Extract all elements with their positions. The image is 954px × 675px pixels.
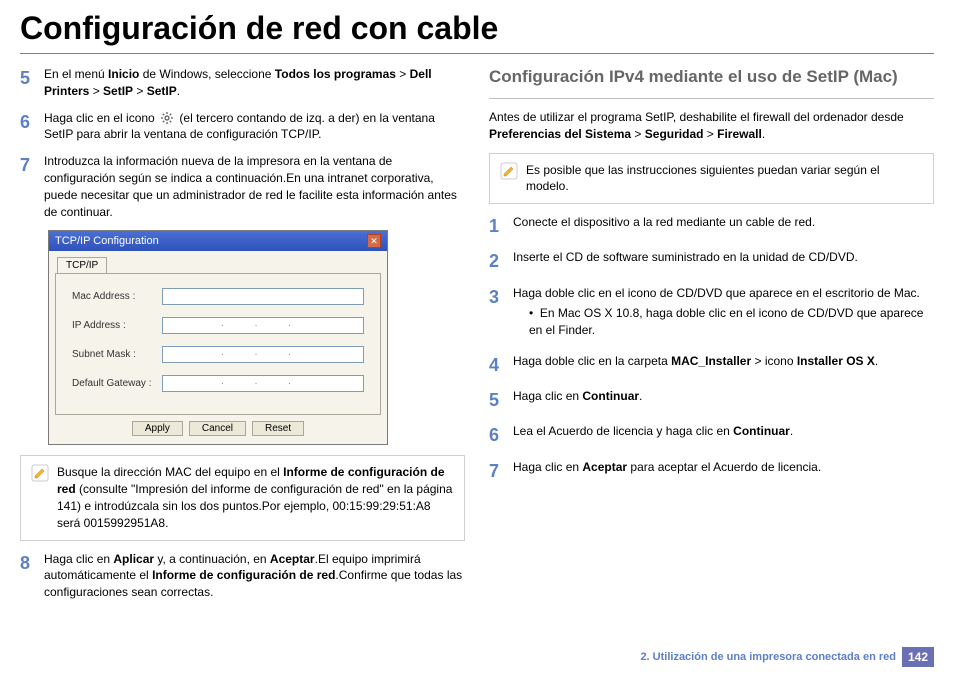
- step-number: 2: [489, 249, 513, 274]
- step-text: Lea el Acuerdo de licencia y haga clic e…: [513, 423, 934, 444]
- step-3: 3Haga doble clic en el icono de CD/DVD q…: [489, 285, 934, 343]
- field-row: Default Gateway :. . .: [72, 375, 364, 392]
- page-title: Configuración de red con cable: [20, 10, 934, 47]
- step-8: 8 Haga clic en Aplicar y, a continuación…: [20, 551, 465, 601]
- note-text: Es posible que las instrucciones siguien…: [526, 162, 923, 196]
- left-column: 5En el menú Inicio de Windows, seleccion…: [20, 66, 465, 611]
- step-7: 7Haga clic en Aceptar para aceptar el Ac…: [489, 459, 934, 484]
- pencil-note-icon: [500, 162, 518, 185]
- section-rule: [489, 98, 934, 99]
- step-text: En el menú Inicio de Windows, seleccione…: [44, 66, 465, 100]
- step-2: 2Inserte el CD de software suministrado …: [489, 249, 934, 274]
- field-input[interactable]: . . .: [162, 375, 364, 392]
- step-5: 5Haga clic en Continuar.: [489, 388, 934, 413]
- step-text: Haga doble clic en la carpeta MAC_Instal…: [513, 353, 934, 374]
- step-number: 1: [489, 214, 513, 239]
- field-row: IP Address :. . .: [72, 317, 364, 334]
- dialog-title-text: TCP/IP Configuration: [55, 235, 159, 247]
- note-model-vary: Es posible que las instrucciones siguien…: [489, 153, 934, 205]
- step-number: 7: [489, 459, 513, 484]
- step-number: 5: [20, 66, 44, 91]
- step-text: Haga clic en Aceptar para aceptar el Acu…: [513, 459, 934, 480]
- step-1: 1Conecte el dispositivo a la red mediant…: [489, 214, 934, 239]
- cancel-button[interactable]: Cancel: [189, 421, 246, 436]
- page-footer: 2. Utilización de una impresora conectad…: [640, 647, 934, 667]
- step-number: 6: [20, 110, 44, 135]
- dialog-titlebar: TCP/IP Configuration ✕: [49, 231, 387, 251]
- field-row: Subnet Mask :. . .: [72, 346, 364, 363]
- step-number: 5: [489, 388, 513, 413]
- section-title: Configuración IPv4 mediante el uso de Se…: [489, 66, 934, 88]
- apply-button[interactable]: Apply: [132, 421, 183, 436]
- step-4: 4Haga doble clic en la carpeta MAC_Insta…: [489, 353, 934, 378]
- step-number: 8: [20, 551, 44, 576]
- step-number: 4: [489, 353, 513, 378]
- step-text: Haga clic en Aplicar y, a continuación, …: [44, 551, 465, 601]
- pencil-note-icon: [31, 464, 49, 487]
- step-text: Haga clic en Continuar.: [513, 388, 934, 409]
- note-text: Busque la dirección MAC del equipo en el…: [57, 464, 454, 531]
- close-icon[interactable]: ✕: [367, 234, 381, 248]
- note-mac-address: Busque la dirección MAC del equipo en el…: [20, 455, 465, 540]
- step-6: 6Lea el Acuerdo de licencia y haga clic …: [489, 423, 934, 448]
- step-7: 7Introduzca la información nueva de la i…: [20, 153, 465, 220]
- field-input[interactable]: . . .: [162, 317, 364, 334]
- dialog-body: TCP/IP Mac Address :IP Address :. . .Sub…: [49, 251, 387, 444]
- tcpip-dialog: TCP/IP Configuration ✕ TCP/IP Mac Addres…: [48, 230, 388, 445]
- section-intro: Antes de utilizar el programa SetIP, des…: [489, 109, 934, 143]
- field-label: Subnet Mask :: [72, 349, 162, 360]
- field-row: Mac Address :: [72, 288, 364, 305]
- step-text: Introduzca la información nueva de la im…: [44, 153, 465, 220]
- footer-chapter: 2. Utilización de una impresora conectad…: [640, 651, 896, 663]
- reset-button[interactable]: Reset: [252, 421, 304, 436]
- field-label: Default Gateway :: [72, 378, 162, 389]
- step-text: Haga doble clic en el icono de CD/DVD qu…: [513, 285, 934, 343]
- field-input[interactable]: [162, 288, 364, 305]
- dialog-button-row: Apply Cancel Reset: [55, 415, 381, 438]
- step-number: 6: [489, 423, 513, 448]
- step-text: Haga clic en el icono (el tercero contan…: [44, 110, 465, 144]
- right-column: Configuración IPv4 mediante el uso de Se…: [489, 66, 934, 611]
- tab-panel: Mac Address :IP Address :. . .Subnet Mas…: [55, 273, 381, 415]
- title-rule: [20, 53, 934, 54]
- page-number-badge: 142: [902, 647, 934, 667]
- step-number: 7: [20, 153, 44, 178]
- step-number: 3: [489, 285, 513, 310]
- field-input[interactable]: . . .: [162, 346, 364, 363]
- step-6: 6Haga clic en el icono (el tercero conta…: [20, 110, 465, 144]
- two-col-layout: 5En el menú Inicio de Windows, seleccion…: [20, 66, 934, 611]
- step-text: Inserte el CD de software suministrado e…: [513, 249, 934, 270]
- field-label: Mac Address :: [72, 291, 162, 302]
- step-text: Conecte el dispositivo a la red mediante…: [513, 214, 934, 235]
- step-5: 5En el menú Inicio de Windows, seleccion…: [20, 66, 465, 100]
- tab-tcpip[interactable]: TCP/IP: [57, 257, 107, 273]
- sub-bullet: • En Mac OS X 10.8, haga doble clic en e…: [529, 305, 934, 339]
- field-label: IP Address :: [72, 320, 162, 331]
